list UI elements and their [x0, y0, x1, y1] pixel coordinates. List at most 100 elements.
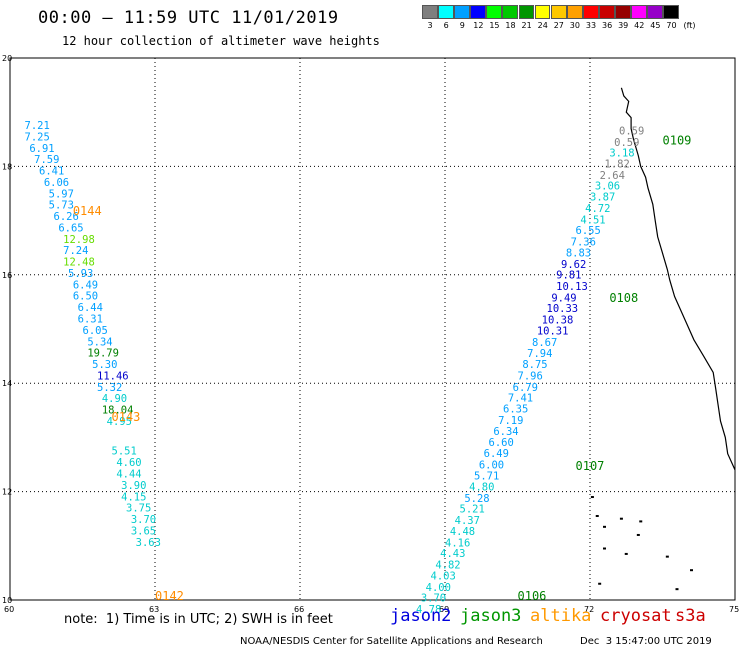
- legend-label: 70: [666, 21, 677, 30]
- wave-height-value: 4.80: [469, 482, 494, 494]
- y-tick-label: 14: [2, 379, 12, 388]
- pass-label: 0109: [663, 134, 692, 148]
- wave-height-value: 6.60: [489, 437, 514, 449]
- wave-height-value: 19.79: [87, 348, 119, 360]
- x-tick-label: 63: [149, 605, 159, 614]
- island: [639, 520, 643, 523]
- pass-label: 0107: [576, 459, 605, 473]
- color-legend: 3 6 9 12 15 18 21 24 27 30 33 36 39 42 45 70 (ft): [422, 5, 700, 30]
- legend-swatch: [486, 5, 503, 19]
- legend-label: 18: [505, 21, 516, 30]
- satellite-jason2: jason2: [390, 606, 452, 626]
- satellite-altika: altika: [530, 606, 592, 626]
- island: [636, 533, 640, 536]
- legend-swatch: [534, 5, 551, 19]
- x-tick-label: 60: [4, 605, 14, 614]
- wave-height-value: 5.34: [87, 336, 112, 348]
- y-tick-label: 16: [2, 271, 12, 280]
- island: [603, 525, 606, 528]
- wave-height-value: 6.55: [576, 225, 601, 237]
- wave-height-value: 0.59: [614, 137, 639, 149]
- pass-label: 0142: [155, 589, 184, 603]
- legend-label: 24: [537, 21, 548, 30]
- y-tick-label: 20: [2, 54, 12, 63]
- y-tick-label: 18: [2, 162, 12, 171]
- wave-height-value: 6.34: [493, 426, 518, 438]
- island: [619, 517, 623, 520]
- wave-height-value: 11.46: [97, 370, 129, 382]
- wave-height-value: 4.03: [431, 570, 456, 582]
- island: [624, 552, 628, 555]
- island: [665, 555, 669, 558]
- page-subtitle: 12 hour collection of altimeter wave hei…: [62, 34, 380, 48]
- legend-label: 15: [489, 21, 500, 30]
- wave-height-value: 4.95: [107, 416, 132, 428]
- legend-label: 27: [553, 21, 564, 30]
- wave-height-value: 4.15: [121, 491, 146, 503]
- wave-height-value: 6.35: [503, 403, 528, 415]
- island: [603, 547, 606, 550]
- legend-swatch: [663, 5, 680, 19]
- wave-height-value: 3.70: [421, 593, 446, 605]
- wave-height-value: 3.90: [121, 480, 146, 492]
- legend-unit: (ft): [683, 21, 696, 30]
- wave-height-value: 5.93: [68, 268, 93, 280]
- wave-height-value: 9.62: [561, 259, 586, 271]
- wave-height-value: 4.90: [102, 393, 127, 405]
- wave-height-value: 6.49: [484, 448, 509, 460]
- legend-swatch: [615, 5, 631, 19]
- legend-swatch: [647, 5, 664, 19]
- wave-height-value: 5.32: [97, 382, 122, 394]
- legend-swatch: [470, 5, 487, 19]
- wave-height-value: 9.49: [551, 292, 576, 304]
- wave-height-value: 6.50: [73, 291, 98, 303]
- wave-height-value: 5.73: [49, 200, 74, 212]
- island: [595, 514, 599, 517]
- wave-height-value: 4.16: [445, 537, 470, 549]
- wave-height-value: 4.00: [426, 582, 451, 594]
- wave-height-value: 6.05: [83, 325, 108, 337]
- legend-label: 9: [459, 21, 465, 30]
- wave-height-value: 3.63: [136, 537, 161, 549]
- wave-height-value: 5.21: [460, 504, 485, 516]
- wave-height-value: 5.30: [92, 359, 117, 371]
- wave-height-value: 8.83: [566, 247, 591, 259]
- wave-height-value: 5.71: [474, 471, 499, 483]
- footer-date: Dec 3 15:47:00 UTC 2019: [580, 636, 712, 647]
- wave-height-value: 7.25: [25, 131, 50, 143]
- map-frame: [9, 57, 736, 601]
- wave-height-value: 10.13: [556, 281, 588, 293]
- wave-height-value: 4.44: [116, 469, 141, 481]
- legend-swatch: [631, 5, 648, 19]
- wave-height-value: 7.21: [25, 120, 50, 132]
- wave-height-value: 10.31: [537, 325, 569, 337]
- wave-height-value: 2.64: [600, 170, 625, 182]
- legend-swatch: [454, 5, 470, 19]
- satellite-jason3: jason3: [460, 606, 522, 626]
- pass-label: 0144: [73, 204, 102, 218]
- wave-height-value: 3.18: [609, 148, 634, 160]
- wave-height-value: 6.49: [73, 279, 98, 291]
- wave-height-value: 3.75: [126, 503, 151, 515]
- footer-agency: NOAA/NESDIS Center for Satellite Applica…: [240, 636, 543, 647]
- wave-height-value: 0.59: [619, 125, 644, 137]
- wave-height-value: 8.75: [522, 359, 547, 371]
- pass-label: 0106: [518, 589, 547, 603]
- wave-height-value: 6.79: [513, 382, 538, 394]
- x-tick-label: 69: [439, 605, 449, 614]
- x-tick-label: 66: [294, 605, 304, 614]
- satellite-cryosat: cryosat: [600, 606, 672, 626]
- legend-swatch: [422, 5, 438, 19]
- wave-height-value: 6.31: [78, 313, 103, 325]
- wave-height-value: 6.41: [39, 166, 64, 178]
- legend-label: 6: [443, 21, 449, 30]
- wave-height-value: 12.48: [63, 257, 95, 269]
- wave-height-value: 1.82: [605, 158, 630, 170]
- wave-height-value: 3.87: [590, 192, 615, 204]
- page-title: 00:00 – 11:59 UTC 11/01/2019: [38, 8, 339, 28]
- wave-height-value: 6.44: [78, 302, 103, 314]
- x-tick-label: 75: [729, 605, 739, 614]
- wave-height-value: 4.82: [435, 560, 460, 572]
- legend-label: 33: [585, 21, 597, 30]
- legend-swatch: [599, 5, 615, 19]
